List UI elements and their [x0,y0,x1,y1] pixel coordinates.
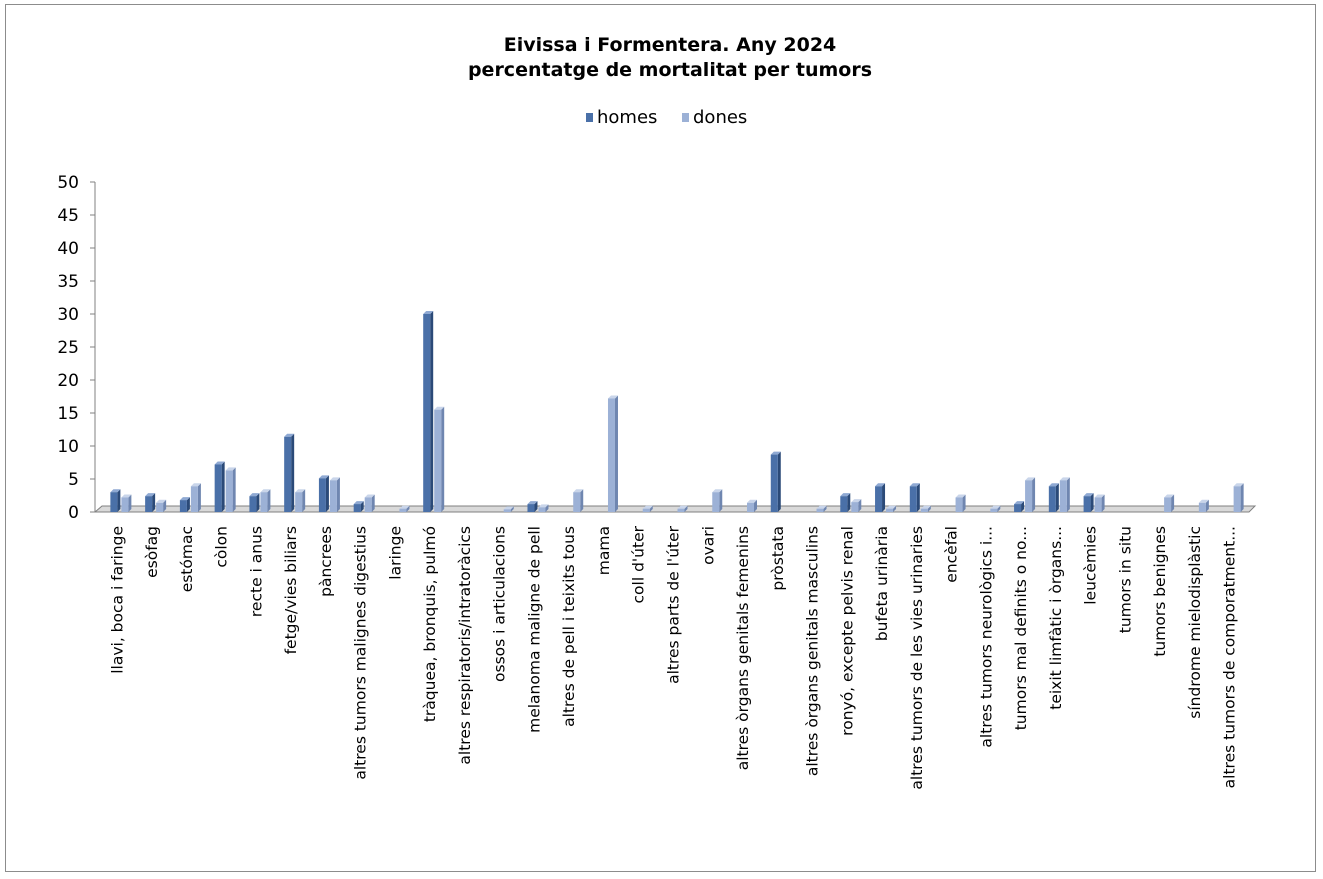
bar-homes [1084,493,1094,512]
bar-homes [1049,483,1059,512]
chart-frame: Eivissa i Formentera. Any 2024 percentat… [5,4,1316,872]
bar-dones [1095,494,1105,512]
bar-homes [180,497,190,512]
bar-dones [226,467,236,512]
bar-dones [1060,477,1070,512]
x-tick-label: tumors mal definits o no... [1012,526,1030,730]
x-tick-label: estómac [178,526,196,592]
bar-dones [747,500,757,512]
y-tick-label: 0 [68,503,79,523]
y-tick-label: 45 [57,206,79,226]
x-tick-label: tumors benignes [1151,526,1169,657]
bar-dones [956,494,966,512]
bar-dones [260,489,270,512]
x-tick-label: ossos i articulacions [491,526,509,682]
bar-homes [875,483,885,512]
y-tick-label: 40 [57,239,79,259]
bar-homes [145,493,155,512]
bar-homes [284,434,294,512]
x-tick-label: encèfal [943,526,961,583]
x-tick-label: còlon [213,526,231,568]
x-tick-label: mama [595,526,613,575]
bar-homes [354,501,364,512]
x-tick-label: altres tumors malignes digestius [352,526,370,780]
x-tick-label: altres parts de l'úter [665,525,683,684]
x-tick-label: altres tumors de comporatment... [1221,526,1239,788]
y-tick-label: 50 [57,173,79,193]
bar-dones [1234,483,1244,512]
bar-homes [110,489,120,512]
x-tick-label: ovari [699,526,717,565]
x-tick-label: leucèmies [1082,526,1100,605]
bar-dones [121,494,131,512]
bar-homes [527,501,537,512]
y-tick-label: 10 [57,437,79,457]
bar-homes [249,493,259,512]
x-tick-label: bufeta urinària [873,526,891,641]
bar-homes [319,475,329,512]
bar-homes [771,452,781,512]
x-tick-label: tràquea, bronquis, pulmó [421,526,439,722]
x-tick-label: recte i anus [247,526,265,617]
x-tick-label: melanoma maligne de pell [525,526,543,733]
x-tick-label: altres tumors de les vies urinaries [908,526,926,790]
bar-homes [215,461,225,512]
bar-dones [434,407,444,512]
bar-dones [1199,500,1209,512]
x-tick-label: altres tumors neurològics i... [977,526,995,748]
x-tick-label: coll d'úter [630,525,648,603]
bar-dones [191,483,201,512]
bar-homes [840,493,850,512]
legend-label-dones: dones [693,107,747,128]
bar-dones [608,395,618,512]
legend-swatch-homes [586,113,593,122]
x-tick-label: teixit limfàtic i òrgans... [1047,526,1065,710]
bar-homes [910,483,920,512]
legend: homes dones [586,107,747,128]
x-tick-label: ronyó, excepte pelvis renal [838,526,856,736]
y-tick-label: 20 [57,371,79,391]
bar-homes [1014,501,1024,512]
bar-dones [1164,494,1174,512]
bar-homes [423,311,433,512]
x-tick-label: pròstata [769,526,787,591]
x-tick-label: altres de pell i teixits tous [560,526,578,727]
x-tick-labels: llavi, boca i faringe esòfag estómac còlon r… [108,525,1238,789]
chart-title: Eivissa i Formentera. Any 2024 [504,34,837,56]
bar-dones [156,500,166,512]
bar-dones [365,494,375,512]
bar-dones [712,489,722,512]
axes [90,182,1255,512]
chart-subtitle: percentatge de mortalitat per tumors [468,59,872,81]
x-tick-label: esòfag [143,526,161,578]
x-tick-label: síndrome mielodisplàstic [1186,526,1204,719]
bar-dones [1025,477,1035,512]
bar-dones [330,477,340,512]
x-tick-label: altres òrgans genitals masculins [804,526,822,776]
x-tick-label: altres òrgans genitals femenins [734,526,752,770]
bar-dones [295,489,305,512]
y-tick-label: 5 [68,470,79,490]
bars [110,311,1243,512]
legend-swatch-dones [682,113,689,122]
x-tick-label: llavi, boca i faringe [108,526,126,674]
y-tick-label: 35 [57,272,79,292]
y-tick-labels: 0 5 10 15 20 25 30 35 40 45 50 [57,173,79,523]
x-tick-label: pàncrees [317,526,335,597]
x-tick-label: altres respiratoris/intratoràcics [456,526,474,765]
x-tick-label: tumors in situ [1116,526,1134,633]
bar-dones [851,499,861,512]
y-tick-label: 30 [57,305,79,325]
x-tick-label: fetge/vies biliars [282,526,300,654]
bar-chart: Eivissa i Formentera. Any 2024 percentat… [6,5,1317,873]
bar-dones [573,489,583,512]
y-tick-label: 15 [57,404,79,424]
legend-label-homes: homes [597,107,657,128]
x-tick-label: laringe [386,526,404,580]
y-tick-label: 25 [57,338,79,358]
